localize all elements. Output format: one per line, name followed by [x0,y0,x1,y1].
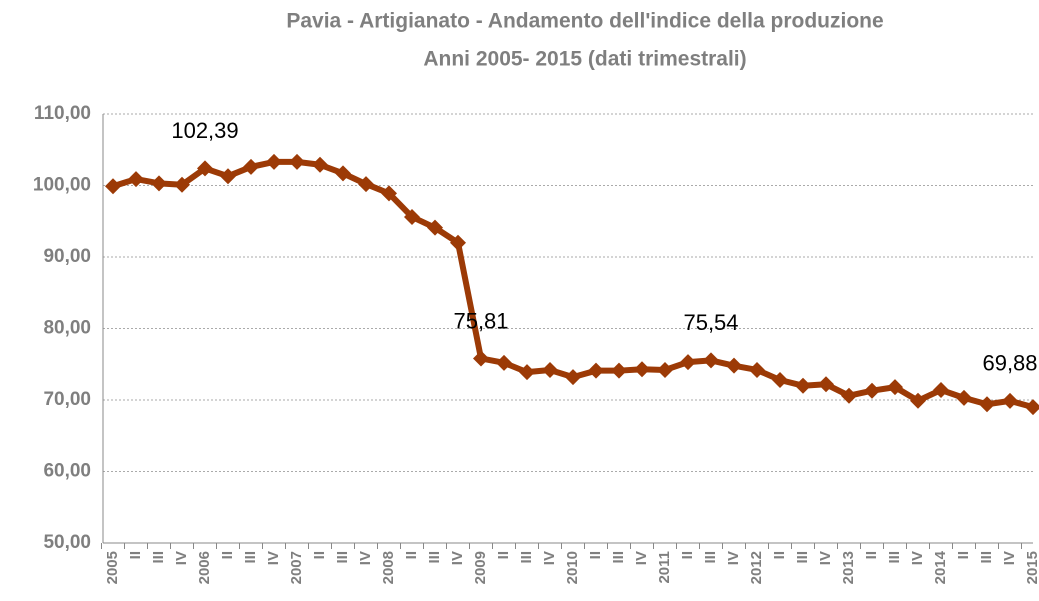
x-tick-label: 2009 [472,551,489,584]
x-tick-label: IV [725,551,742,565]
marker [887,379,903,396]
x-tick-label: II [127,551,144,559]
marker [588,362,604,379]
marker [519,364,535,381]
x-tick-label: III [886,551,903,564]
marker [956,389,972,406]
marker [496,354,512,371]
marker [105,178,121,195]
chart-title: Pavia - Artigianato - Andamento dell'ind… [286,10,883,33]
marker [726,357,742,374]
marker [381,185,397,202]
x-tick-label: 2011 [656,551,673,584]
marker [312,156,328,173]
marker [266,153,282,170]
y-tick-label: 110,00 [34,103,91,124]
x-tick-label: 2015 [1024,551,1039,584]
x-tick-label: 2006 [196,551,213,584]
x-tick-label: 2012 [748,551,765,584]
x-tick-label: III [610,551,627,564]
marker [1002,392,1018,409]
x-tick-label: 2007 [288,551,305,584]
marker [243,158,259,175]
marker [1025,399,1039,416]
x-tick-label: IV [357,551,374,565]
x-tick-label: II [679,551,696,559]
x-tick-label: 2014 [932,550,949,584]
y-tick-label: 50,00 [43,532,91,553]
x-tick-label: 2013 [840,551,857,584]
y-tick-label: 100,00 [33,175,91,196]
x-tick-label: IV [817,551,834,565]
x-tick-label: IV [541,551,558,565]
marker [174,176,190,193]
marker [933,381,949,398]
marker [450,234,466,251]
marker [220,168,236,185]
marker [818,376,834,393]
x-tick-label: IV [449,551,466,565]
data-label: 102,39 [171,118,238,143]
x-tick-label: III [518,551,535,564]
x-tick-label: II [219,551,236,559]
x-tick-label: III [794,551,811,564]
marker [473,350,489,367]
marker [634,361,650,378]
y-tick-label: 80,00 [43,318,91,339]
x-tick-label: IV [633,551,650,565]
x-tick-label: III [334,551,351,564]
x-tick-label: III [150,551,167,564]
data-label: 75,54 [683,310,738,335]
marker [841,387,857,404]
chart-subtitle: Anni 2005- 2015 (dati trimestrali) [423,48,746,71]
marker [289,153,305,170]
marker [197,160,213,177]
x-tick-label: II [495,551,512,559]
x-tick-label: 2010 [564,551,581,584]
marker [910,392,926,409]
data-label: 75,81 [453,308,508,333]
marker [795,377,811,394]
x-tick-label: II [587,551,604,559]
marker [542,361,558,378]
y-tick-label: 60,00 [43,461,91,482]
marker [358,176,374,193]
x-tick-label: II [771,551,788,559]
x-tick-label: III [978,551,995,564]
x-tick-label: 2008 [380,551,397,584]
marker [864,382,880,399]
x-tick-label: III [426,551,443,564]
data-label: 69,88 [982,351,1037,376]
marker [427,219,443,236]
x-tick-label: II [311,551,328,559]
x-tick-label: III [702,551,719,564]
marker [611,362,627,379]
y-tick-label: 70,00 [43,389,91,410]
x-tick-label: II [955,551,972,559]
marker [772,371,788,388]
marker [565,369,581,386]
x-tick-label: II [403,551,420,559]
x-tick-label: 2005 [104,551,121,584]
marker [335,165,351,182]
marker [979,396,995,413]
x-tick-label: IV [265,551,282,565]
x-tick-label: IV [1001,551,1018,565]
marker [657,361,673,378]
marker [128,171,144,188]
x-tick-label: IV [909,551,926,565]
y-tick-label: 90,00 [43,246,91,267]
marker [680,354,696,371]
marker [151,175,167,192]
marker [749,361,765,378]
marker [404,208,420,225]
x-tick-label: IV [173,551,190,565]
marker [703,352,719,369]
x-tick-label: II [863,551,880,559]
x-tick-label: III [242,551,259,564]
